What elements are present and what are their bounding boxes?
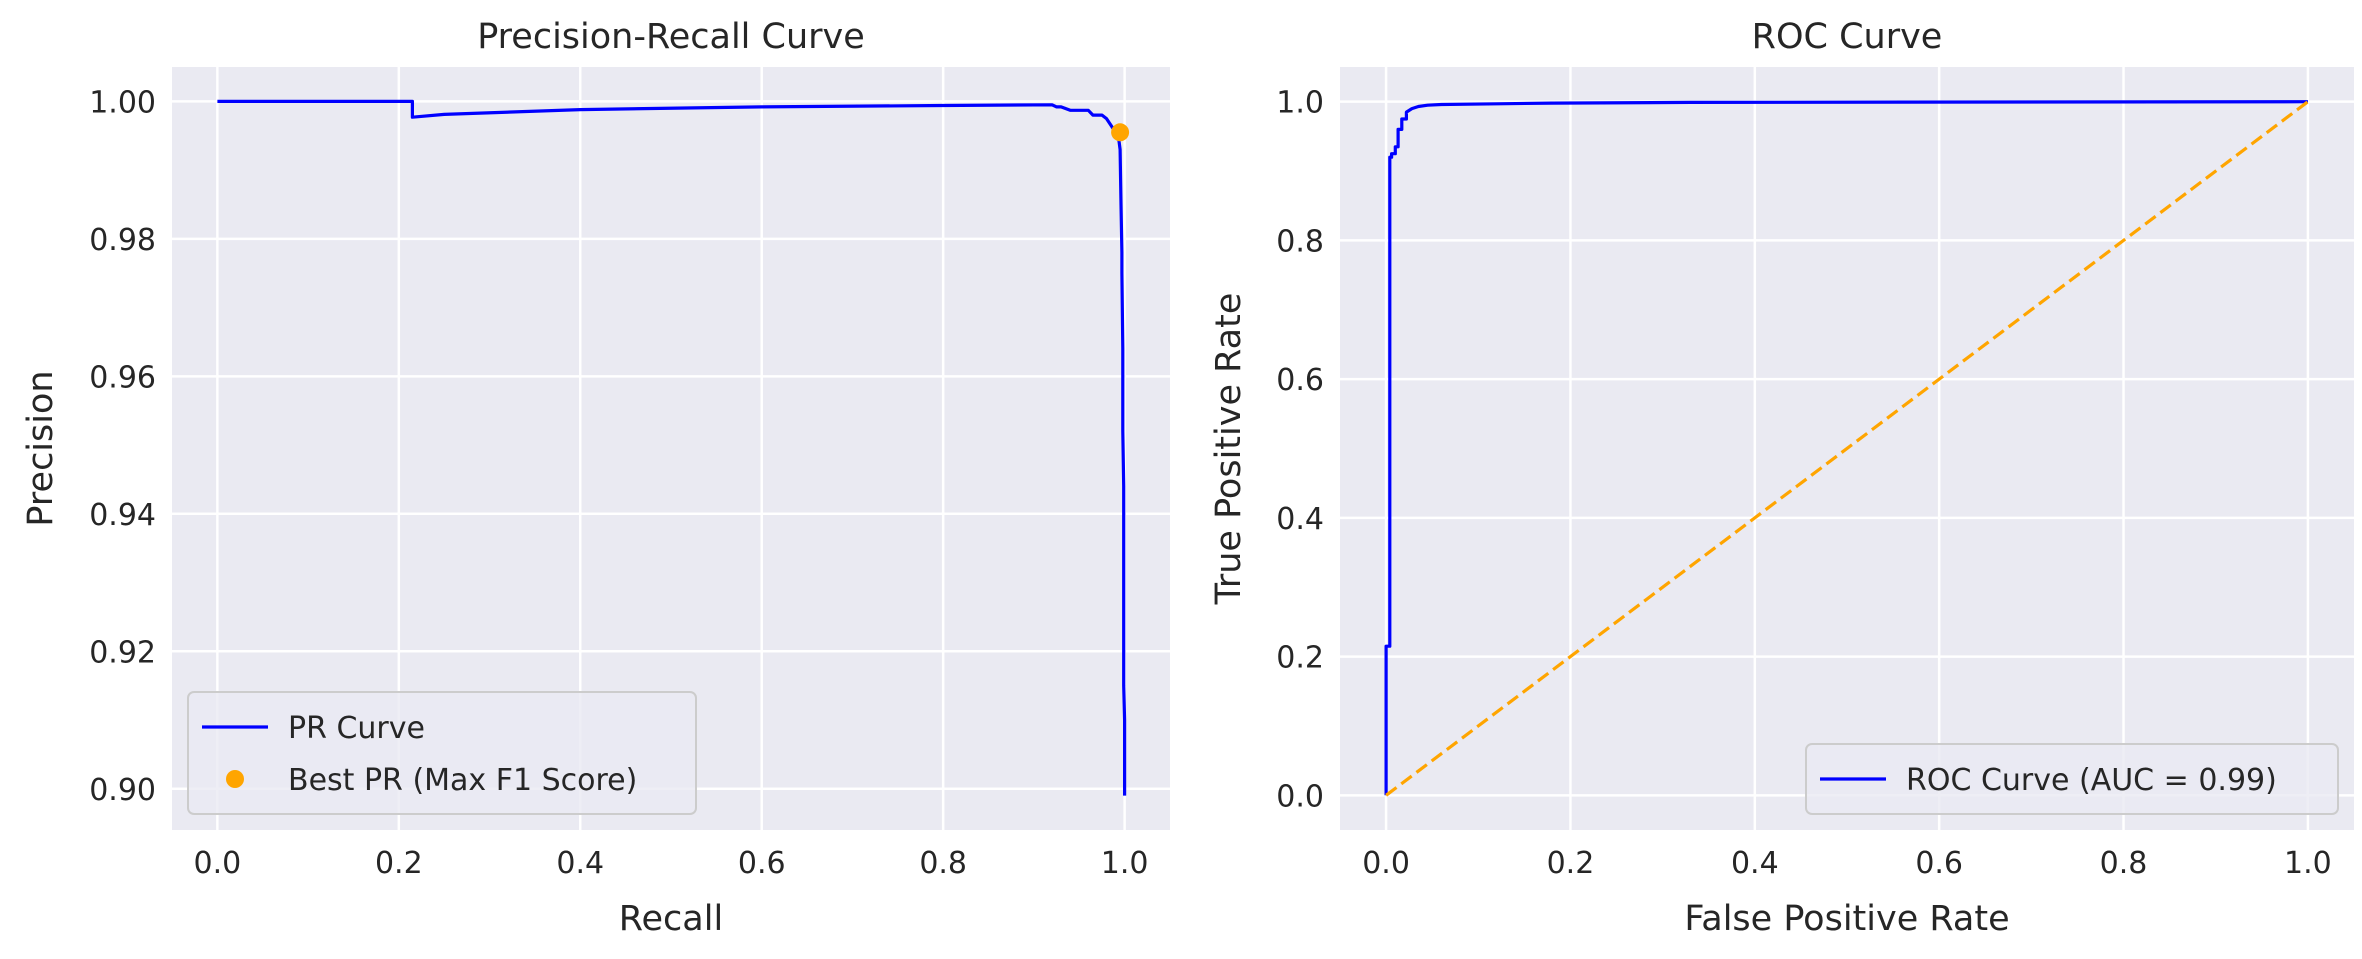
plot-series	[1384, 100, 2309, 797]
legend: ROC Curve (AUC = 0.99)	[1805, 743, 2339, 815]
x-tick-label: 0.0	[1362, 846, 1410, 881]
legend-box	[1805, 743, 2339, 815]
legend-label: ROC Curve (AUC = 0.99)	[1906, 763, 2277, 798]
pr-curve-line	[217, 99, 1127, 796]
legend-label: Best PR (Max F1 Score)	[288, 763, 637, 798]
x-tick-label: 1.0	[2284, 846, 2332, 881]
diagonal-reference-line	[1385, 100, 2309, 797]
chart-title: Precision-Recall Curve	[477, 17, 865, 57]
y-tick-label: 0.6	[1276, 363, 1324, 398]
y-tick-label: 0.2	[1276, 641, 1324, 676]
chart-title: ROC Curve	[1752, 17, 1943, 57]
y-tick-label: 1.00	[89, 85, 156, 120]
x-tick-label: 0.8	[919, 846, 967, 881]
roc-curve-line	[1384, 100, 2308, 796]
y-tick-label: 0.8	[1276, 224, 1324, 259]
x-axis-label: Recall	[619, 899, 723, 939]
y-tick-label: 0.92	[89, 635, 156, 670]
x-tick-label: 0.0	[194, 846, 242, 881]
legend-marker-scatter	[226, 770, 244, 788]
legend: PR Curve Best PR (Max F1 Score)	[187, 691, 697, 815]
best-pr-point	[1111, 123, 1130, 142]
legend-label: PR Curve	[288, 711, 425, 746]
x-tick-label: 0.6	[738, 846, 786, 881]
plot-series	[217, 99, 1130, 796]
chart-panel-1: 0.0 0.2 0.4 0.6 0.8 1.0 0.90 0.92 0.94 0.96 0.98 1.…	[21, 17, 1170, 939]
x-tick-label: 0.4	[1731, 846, 1779, 881]
y-tick-label: 0.94	[89, 498, 156, 533]
y-tick-label: 0.90	[89, 773, 156, 808]
legend-box	[187, 691, 697, 815]
x-tick-label: 0.2	[375, 846, 423, 881]
chart-panel-2: 0.0 0.2 0.4 0.6 0.8 1.0 0.0 0.2 0.4 0.6 0.8 1.0 ROC …	[1209, 17, 2354, 939]
x-tick-label: 0.8	[2100, 846, 2148, 881]
y-axis-label: Precision	[21, 370, 61, 526]
x-tick-label: 0.4	[556, 846, 604, 881]
x-tick-label: 1.0	[1101, 846, 1149, 881]
y-tick-label: 0.98	[89, 223, 156, 258]
x-tick-label: 0.2	[1547, 846, 1595, 881]
x-tick-label: 0.6	[1915, 846, 1963, 881]
y-tick-label: 0.0	[1276, 779, 1324, 814]
x-axis-label: False Positive Rate	[1684, 899, 2009, 939]
y-tick-label: 0.4	[1276, 502, 1324, 537]
y-tick-label: 0.96	[89, 360, 156, 395]
y-tick-label: 1.0	[1276, 86, 1324, 121]
y-axis-label: True Positive Rate	[1209, 293, 1249, 606]
